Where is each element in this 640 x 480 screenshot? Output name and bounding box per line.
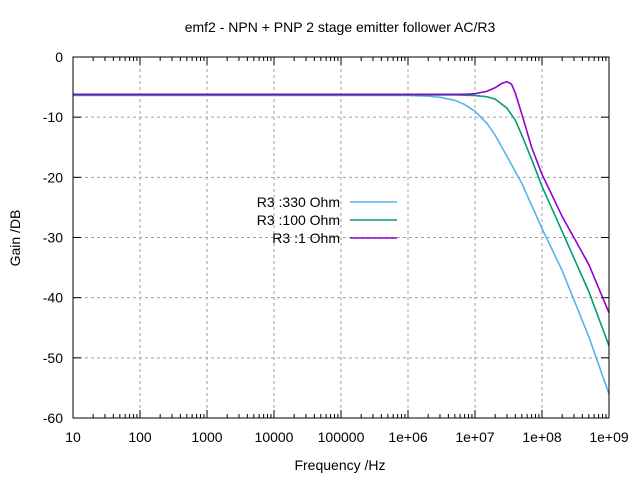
- legend-label: R3 :100 Ohm: [257, 212, 340, 228]
- series-line: [73, 94, 610, 395]
- x-axis-label: Frequency /Hz: [294, 457, 385, 473]
- x-tick-label: 1e+06: [388, 429, 428, 445]
- series-lines: [73, 80, 610, 395]
- x-tick-labels: 10 100 1000 10000 100000 1e+06 1e+07 1e+08 1e+09: [65, 429, 629, 445]
- y-tick-labels: 0 -10 -20 -30 -40 -50 -60: [43, 49, 63, 426]
- y-tick-label: -60: [43, 410, 63, 426]
- x-tick-label: 100000: [318, 429, 365, 445]
- legend-label: R3 :330 Ohm: [257, 194, 340, 210]
- x-tick-label: 1e+07: [455, 429, 495, 445]
- chart-title: emf2 - NPN + PNP 2 stage emitter followe…: [185, 19, 496, 35]
- y-tick-label: -10: [43, 109, 63, 125]
- x-tick-label: 1000: [191, 429, 222, 445]
- grid: [73, 57, 609, 418]
- y-tick-label: -40: [43, 290, 63, 306]
- y-tick-label: 0: [55, 49, 63, 65]
- x-tick-label: 100: [128, 429, 152, 445]
- y-tick-label: -30: [43, 230, 63, 246]
- y-tick-label: -20: [43, 169, 63, 185]
- y-tick-label: -50: [43, 350, 63, 366]
- x-tick-label: 10000: [255, 429, 294, 445]
- legend-label: R3 :1 Ohm: [272, 230, 340, 246]
- x-tick-label: 1e+08: [522, 429, 562, 445]
- x-tick-label: 10: [65, 429, 81, 445]
- x-tick-label: 1e+09: [589, 429, 629, 445]
- axis-ticks: [72, 56, 610, 419]
- series-line: [73, 80, 610, 314]
- legend: R3 :330 Ohm R3 :100 Ohm R3 :1 Ohm: [257, 194, 397, 246]
- plot-frame: [72, 56, 610, 419]
- y-axis-label: Gain /DB: [7, 210, 23, 267]
